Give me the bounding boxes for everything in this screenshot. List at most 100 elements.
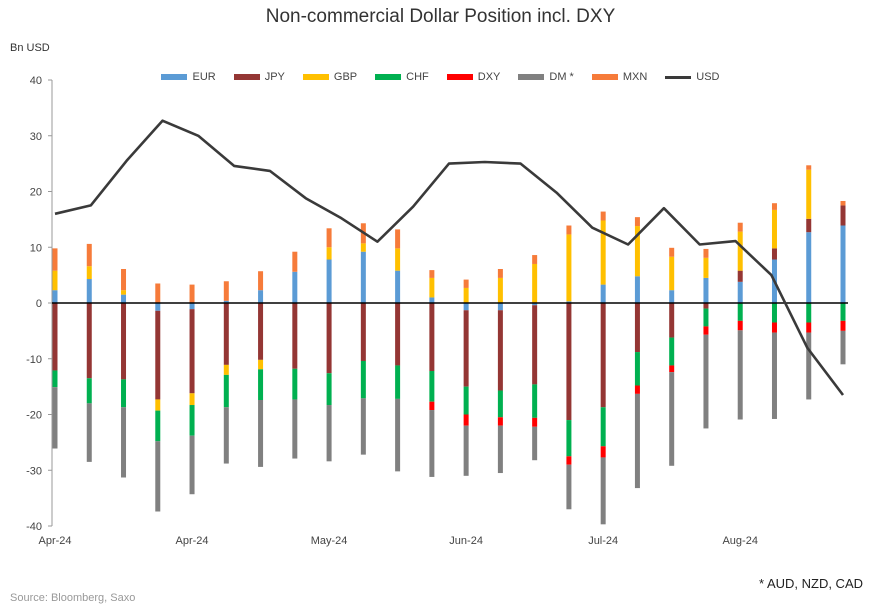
legend-swatch-jpy	[233, 74, 260, 80]
bar-segment-eur	[258, 290, 264, 303]
bar-segment-dm	[771, 332, 777, 419]
bar-segment-chf	[771, 303, 777, 323]
source-note: Source: Bloomberg, Saxo	[10, 592, 136, 604]
bar-segment-gbp	[395, 248, 401, 271]
bar-segment-mxn	[292, 251, 298, 272]
bar-segment-gbp	[326, 247, 332, 260]
y-axis-unit-label: Bn USD	[10, 42, 50, 54]
bar-segment-jpy	[292, 303, 298, 369]
bar-segment-dm	[121, 407, 127, 478]
legend-label-chf: CHF	[406, 71, 429, 83]
x-tick-label: Apr-24	[176, 535, 209, 547]
legend: EUR JPY GBP CHF DXY DM * MXN USD	[0, 71, 881, 83]
bar-segment-chf	[806, 303, 812, 323]
legend-label-gbp: GBP	[333, 71, 358, 83]
bar-segment-eur	[223, 300, 229, 303]
usd-line	[54, 119, 845, 396]
bar-segment-chf	[497, 390, 503, 418]
bar-segment-jpy	[86, 303, 92, 379]
bar-segment-dm	[600, 457, 606, 525]
bar-segment-chf	[121, 379, 127, 408]
bar-segment-gbp	[566, 234, 572, 302]
bar-segment-dm	[566, 464, 572, 510]
bar-segment-gbp	[600, 220, 606, 285]
bar-segment-jpy	[497, 310, 503, 391]
bar-segment-jpy	[189, 309, 195, 394]
bar-segment-chf	[52, 370, 58, 388]
bar-segment-chf	[258, 369, 264, 401]
bar-segment-mxn	[566, 225, 572, 235]
bar-segment-gbp	[806, 169, 812, 219]
bar-segment-chf	[429, 371, 435, 402]
bar-segment-mxn	[258, 271, 264, 291]
bar-segment-dm	[189, 435, 195, 495]
bar-segment-mxn	[600, 211, 606, 221]
bar-segment-jpy	[737, 270, 743, 282]
bar-segment-mxn	[634, 217, 640, 227]
bar-segment-gbp	[155, 399, 161, 411]
bar-segment-dm	[52, 387, 58, 449]
bar-segment-mxn	[703, 248, 709, 258]
bar-segment-eur	[806, 232, 812, 303]
bar-segment-gbp	[52, 270, 58, 291]
bar-segment-eur	[634, 276, 640, 303]
bar-segment-dm	[292, 399, 298, 459]
bar-segment-eur	[566, 301, 572, 303]
legend-swatch-dm	[518, 74, 545, 80]
bar-segment-chf	[703, 308, 709, 327]
bar-segment-gbp	[532, 263, 538, 303]
bar-segment-dm	[634, 393, 640, 489]
y-tick-label: -30	[26, 465, 42, 477]
bar-segment-chf	[395, 365, 401, 399]
x-tick-label: Aug-24	[722, 535, 757, 547]
bar-segment-dm	[155, 441, 161, 512]
legend-item-dxy: DXY	[446, 71, 500, 83]
legend-swatch-gbp	[302, 74, 329, 80]
bar-segment-jpy	[600, 303, 606, 408]
chart-title: Non-commercial Dollar Position incl. DXY	[265, 6, 616, 27]
x-tick-label: Jul-24	[588, 535, 618, 547]
footnote: * AUD, NZD, CAD	[758, 576, 863, 591]
legend-item-gbp: GBP	[302, 71, 358, 83]
bar-segment-chf	[223, 374, 229, 408]
bar-segment-eur	[600, 284, 606, 303]
legend-label-eur: EUR	[192, 71, 216, 83]
y-tick-label: -10	[26, 354, 42, 366]
bar-segment-mxn	[326, 228, 332, 248]
bar-segment-gbp	[703, 257, 709, 278]
bar-segment-jpy	[52, 303, 58, 371]
bar-segment-dxy	[806, 322, 812, 333]
bar-segment-jpy	[258, 303, 264, 360]
y-tick-label: 0	[36, 298, 42, 310]
bar-segment-dxy	[532, 417, 538, 427]
bar-segment-jpy	[360, 303, 366, 361]
bar-segment-dm	[360, 398, 366, 455]
y-tick-label: 20	[30, 187, 42, 199]
bar-segment-eur	[429, 297, 435, 303]
bar-segment-eur	[395, 270, 401, 303]
bar-segment-gbp	[669, 256, 675, 291]
bar-segment-gbp	[258, 359, 264, 370]
bar-segment-chf	[532, 384, 538, 418]
bar-segment-dm	[806, 332, 812, 400]
bar-segment-chf	[463, 386, 469, 415]
bar-segment-jpy	[703, 303, 709, 309]
bar-segment-gbp	[189, 393, 195, 406]
bar-segment-eur	[669, 290, 675, 303]
bar-segment-mxn	[806, 165, 812, 170]
bar-segment-gbp	[771, 209, 777, 249]
bar-segment-dxy	[497, 417, 503, 426]
bar-segment-jpy	[155, 310, 161, 400]
bar-segment-gbp	[634, 226, 640, 277]
bar-segment-jpy	[566, 303, 572, 421]
bar-segment-dm	[532, 426, 538, 461]
bar-segment-jpy	[840, 205, 846, 226]
legend-label-usd: USD	[696, 71, 720, 83]
bar-segment-jpy	[429, 303, 435, 372]
bar-segment-eur	[703, 277, 709, 303]
bar-segment-dm	[737, 330, 743, 420]
bar-segment-gbp	[360, 243, 366, 252]
bar-segment-eur	[155, 303, 161, 311]
y-tick-label: 30	[30, 131, 42, 143]
y-tick-label: 40	[30, 75, 42, 87]
